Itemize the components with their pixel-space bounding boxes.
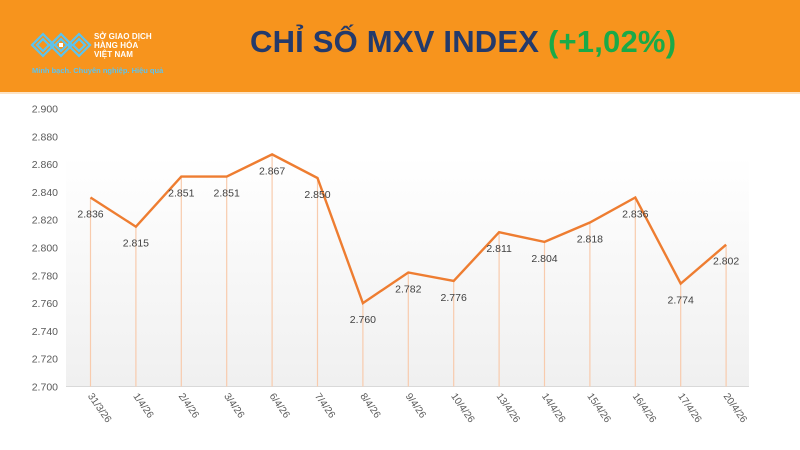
data-label: 2.818 — [577, 233, 603, 245]
y-tick-label: 2.780 — [32, 270, 58, 282]
data-label: 2.867 — [259, 165, 285, 177]
header-banner: SỞ GIAO DỊCH HÀNG HÓA VIỆT NAM Minh bạch… — [0, 0, 800, 92]
x-tick-label: 1/4/26 — [130, 391, 155, 420]
line-chart: 2.700 2.720 2.740 2.760 2.780 2.800 2.820 2.840… — [32, 104, 749, 426]
y-tick-label: 2.740 — [32, 326, 58, 338]
logo-line-2: HÀNG HÓA — [94, 41, 139, 50]
data-label: 2.774 — [668, 295, 694, 307]
data-label: 2.815 — [123, 238, 149, 250]
data-label: 2.836 — [77, 208, 103, 220]
y-tick-label: 2.880 — [32, 131, 58, 143]
data-label: 2.804 — [531, 253, 557, 265]
data-label: 2.836 — [622, 208, 648, 220]
header-divider — [0, 92, 800, 94]
mxv-logo: SỞ GIAO DỊCH HÀNG HÓA VIỆT NAM Minh bạch… — [30, 30, 220, 80]
data-label: 2.760 — [350, 314, 376, 326]
x-tick-label: 9/4/26 — [403, 391, 428, 420]
x-tick-label: 31/3/26 — [85, 391, 113, 425]
x-tick-label: 7/4/26 — [312, 391, 337, 420]
drop-lines — [89, 154, 727, 387]
x-tick-label: 13/4/26 — [494, 391, 522, 425]
x-tick-label: 3/4/26 — [221, 391, 246, 420]
series-line-mxv-index — [89, 153, 727, 305]
y-tick-label: 2.700 — [32, 382, 58, 394]
y-tick-label: 2.860 — [32, 159, 58, 171]
data-label: 2.851 — [168, 188, 194, 200]
x-tick-label: 14/4/26 — [539, 391, 567, 425]
mxv-logo-icon — [30, 32, 92, 58]
change-percent: (+1,02%) — [547, 24, 677, 59]
y-tick-label: 2.820 — [32, 215, 58, 227]
x-tick-label: 10/4/26 — [448, 391, 476, 425]
y-tick-label: 2.900 — [32, 104, 58, 116]
x-tick-label: 2/4/26 — [176, 391, 201, 420]
x-tick-label: 15/4/26 — [584, 391, 612, 425]
y-axis-labels: 2.700 2.720 2.740 2.760 2.780 2.800 2.820 2.840… — [32, 104, 58, 394]
data-label: 2.776 — [441, 292, 467, 304]
y-tick-label: 2.760 — [32, 298, 58, 310]
x-tick-label: 6/4/26 — [267, 391, 292, 420]
y-tick-label: 2.720 — [32, 354, 58, 366]
logo-slogan: Minh bạch. Chuyên nghiệp. Hiệu quả — [32, 66, 164, 75]
y-tick-label: 2.800 — [32, 243, 58, 255]
y-tick-label: 2.840 — [32, 187, 58, 199]
logo-line-3: VIỆT NAM — [94, 50, 134, 59]
x-tick-label: 8/4/26 — [357, 391, 382, 420]
data-label: 2.850 — [304, 189, 330, 201]
title-text: CHỈ SỐ MXV INDEX — [250, 24, 540, 59]
x-tick-label: 16/4/26 — [630, 391, 658, 425]
data-label: 2.851 — [214, 188, 240, 200]
x-tick-label: 17/4/26 — [675, 391, 703, 425]
logo-line-1: SỞ GIAO DỊCH — [94, 32, 152, 41]
page-title: CHỈ SỐ MXV INDEX (+1,02%) — [250, 24, 676, 60]
data-label: 2.811 — [486, 243, 512, 255]
x-axis-labels: 31/3/26 1/4/26 2/4/26 3/4/26 6/4/26 7/4/26 8/4… — [85, 391, 749, 425]
x-tick-label: 20/4/26 — [721, 391, 749, 425]
data-labels: 2.836 2.815 2.851 2.851 2.867 2.850 2.760 2.782… — [77, 165, 739, 326]
data-label: 2.782 — [395, 284, 421, 296]
logo-name: SỞ GIAO DỊCH HÀNG HÓA VIỆT NAM — [94, 32, 152, 59]
data-label: 2.802 — [713, 256, 739, 268]
